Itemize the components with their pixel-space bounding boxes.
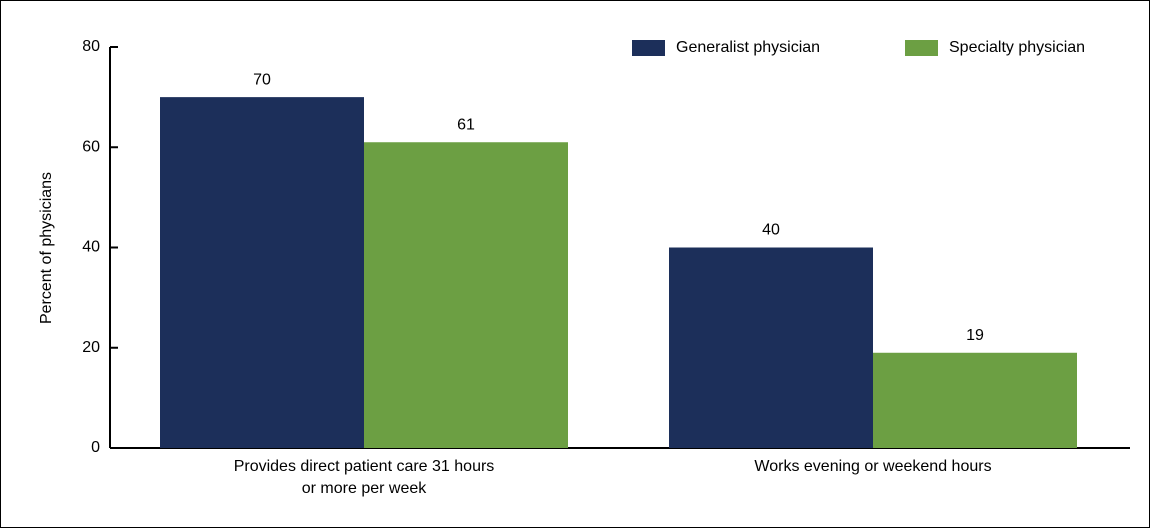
bar <box>669 247 873 448</box>
legend-swatch <box>632 40 665 56</box>
legend-label: Generalist physician <box>676 39 820 56</box>
bar <box>873 352 1077 448</box>
y-axis-label: Percent of physicians <box>38 172 55 324</box>
bar <box>364 142 568 449</box>
x-tick-label-line: Provides direct patient care 31 hours <box>234 458 495 475</box>
legend-label: Specialty physician <box>949 39 1085 56</box>
value-label: 61 <box>457 116 475 133</box>
value-label: 40 <box>762 222 780 239</box>
y-tick-label: 40 <box>82 239 100 256</box>
bar <box>160 97 364 448</box>
legend-swatch <box>905 40 938 56</box>
y-tick-label: 0 <box>91 439 100 456</box>
x-tick-label: Provides direct patient care 31 hours or … <box>234 458 495 497</box>
y-tick-label: 20 <box>82 339 100 356</box>
value-label: 19 <box>966 327 984 344</box>
y-tick-label: 60 <box>82 138 100 155</box>
x-tick-label-line: or more per week <box>302 480 427 497</box>
x-tick-label: Works evening or weekend hours <box>754 458 991 475</box>
y-tick-label: 80 <box>82 38 100 55</box>
value-label: 70 <box>253 71 271 88</box>
